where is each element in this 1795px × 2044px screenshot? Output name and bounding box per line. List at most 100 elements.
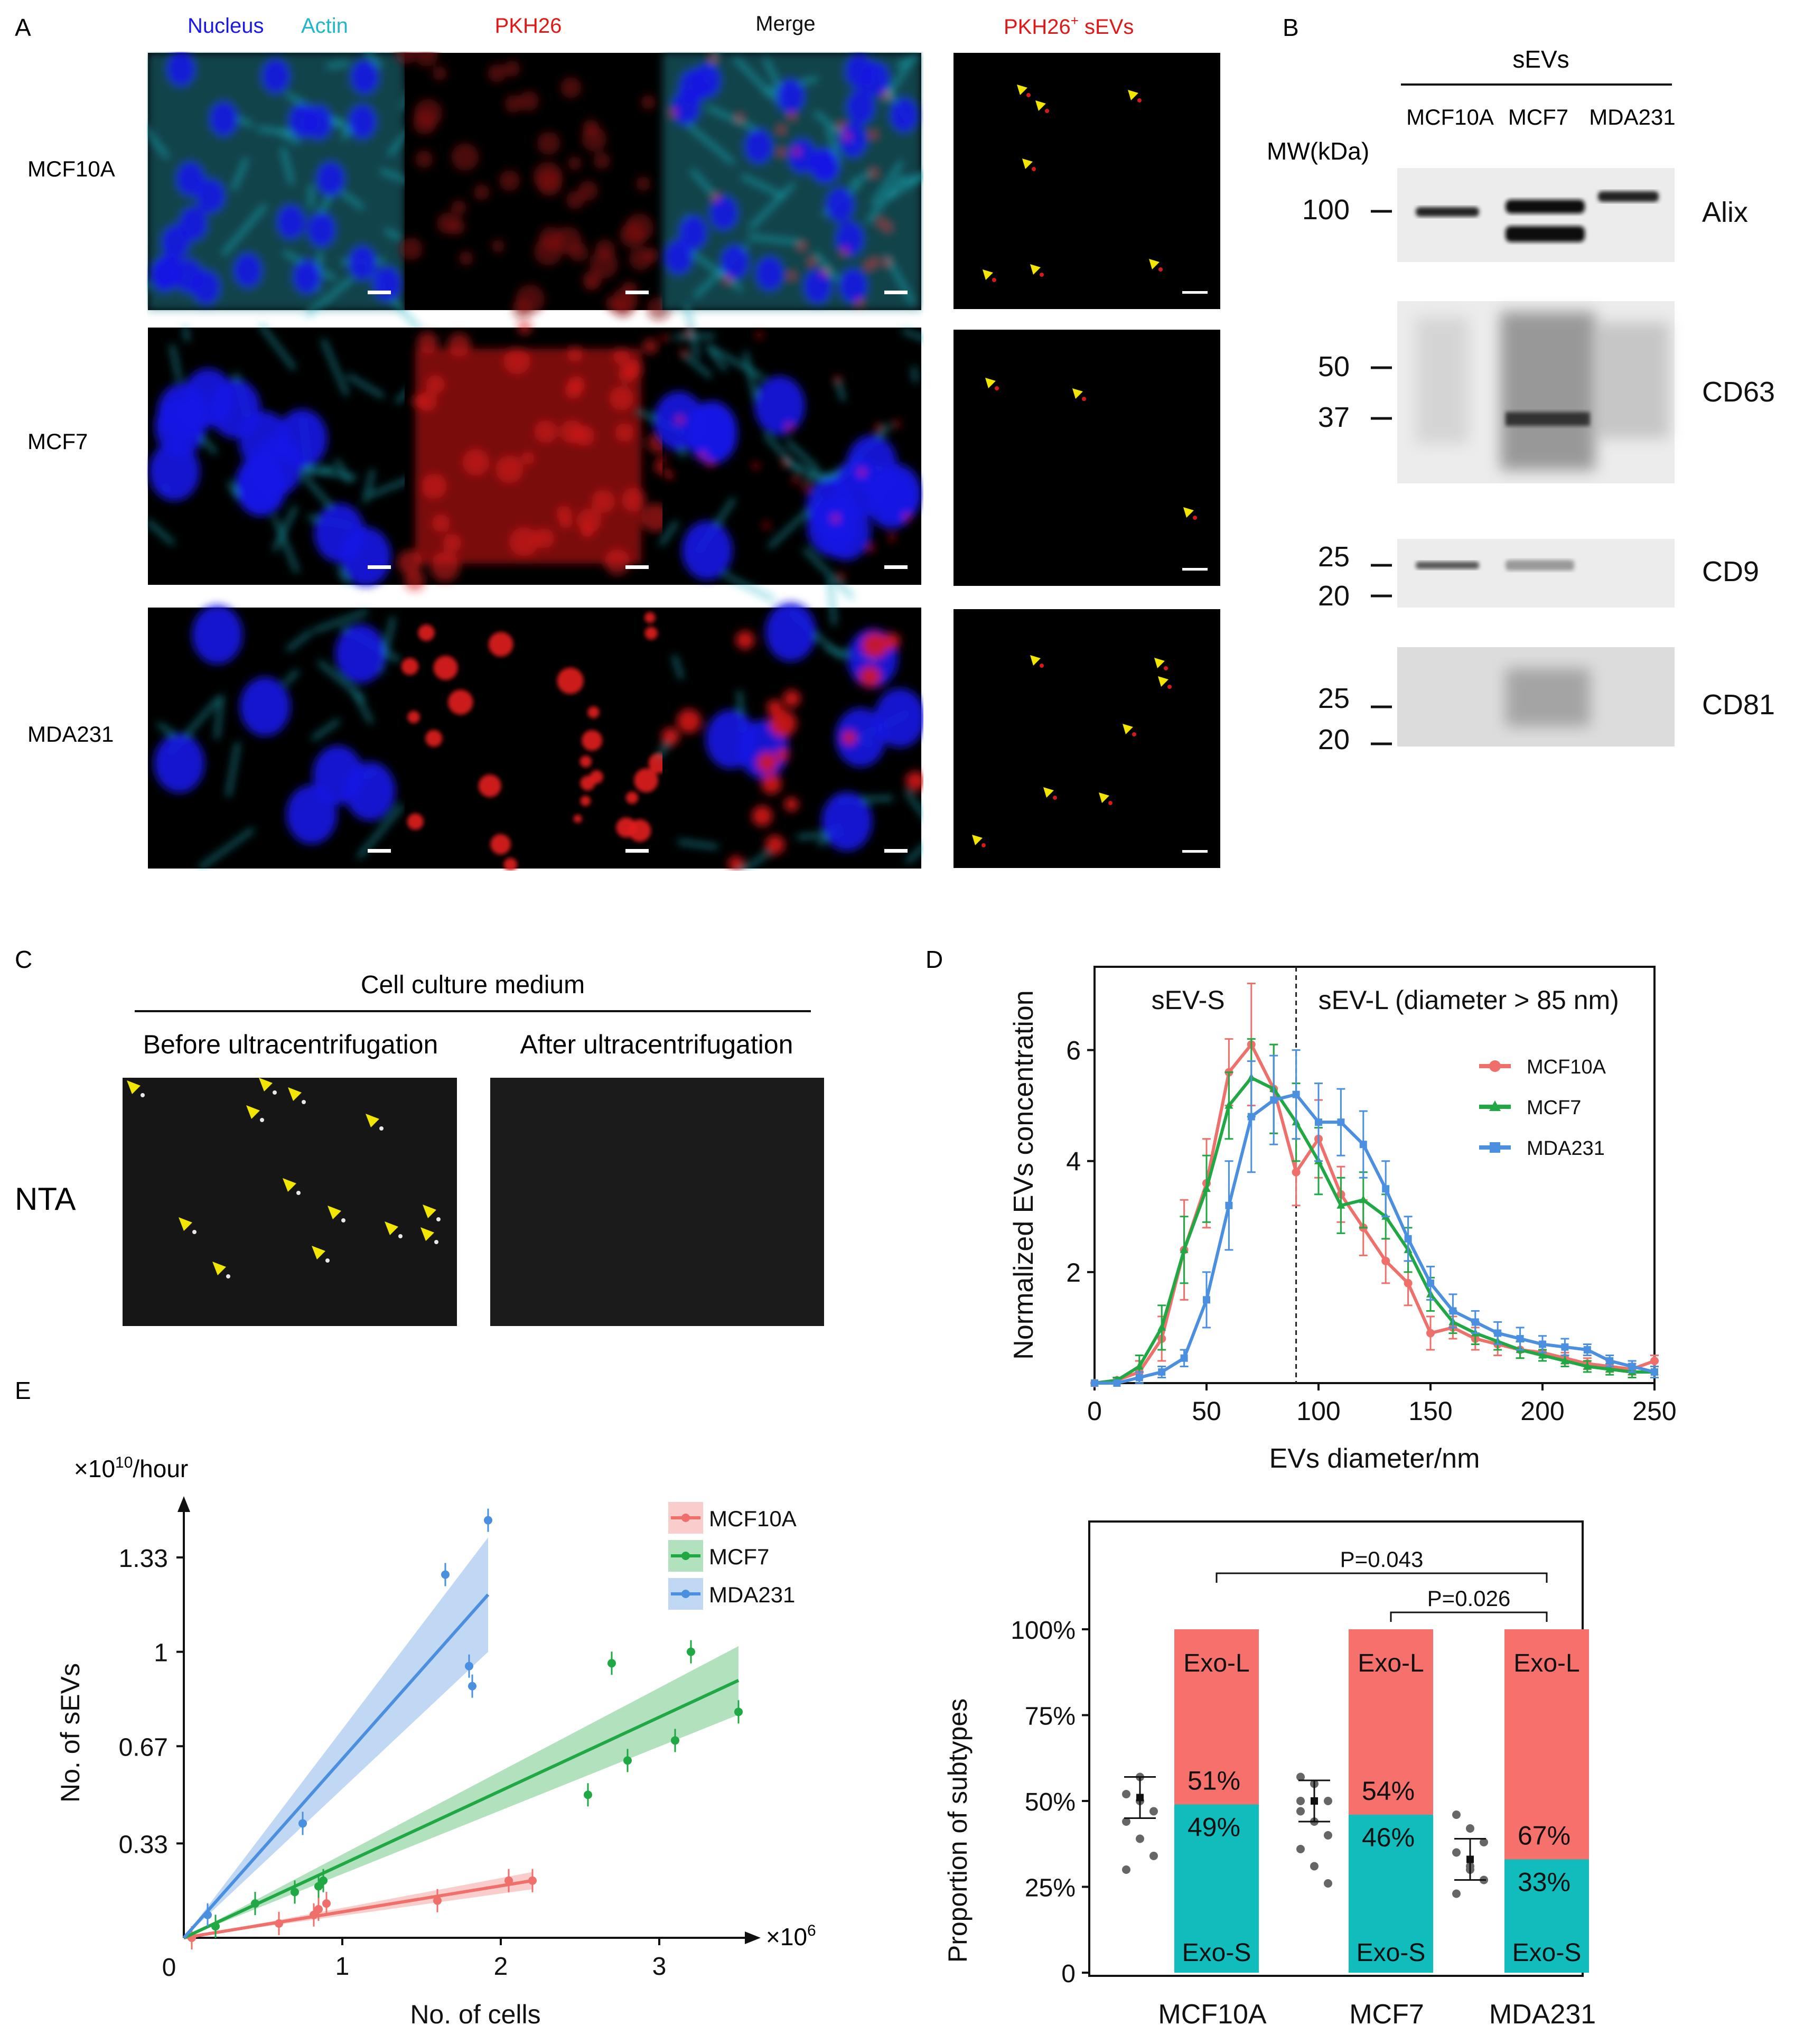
pkh26-spot — [560, 77, 582, 98]
nucleus-blob — [709, 195, 739, 231]
nucleus-blob — [838, 267, 868, 304]
nta-after-image — [490, 1078, 824, 1326]
data-point — [468, 1682, 476, 1691]
pkh26-spot — [565, 382, 582, 399]
sev-dot — [1164, 666, 1168, 670]
pkh26-spot — [396, 52, 416, 64]
nta-particle — [226, 1274, 230, 1278]
arrowhead-marker — [1158, 676, 1168, 687]
legend-label: MCF10A — [709, 1506, 797, 1531]
pkh26-spot — [612, 297, 633, 318]
data-point — [433, 1896, 442, 1905]
actin-fiber — [326, 61, 349, 69]
micrograph-content — [154, 605, 404, 870]
actin-fiber — [170, 344, 181, 380]
replicate-point — [1480, 1838, 1488, 1846]
arrowhead-marker — [983, 269, 993, 280]
arrowhead-marker — [972, 835, 983, 845]
pkh26-spot — [641, 95, 656, 110]
actin-fiber — [215, 695, 223, 739]
pkh26-spot — [503, 347, 530, 375]
merge-spot — [776, 748, 789, 761]
merge-spot — [709, 55, 716, 62]
pkh26-spot — [644, 627, 658, 640]
mw-marker-label: 25 — [1318, 683, 1350, 714]
arrowhead-marker — [423, 1205, 436, 1218]
scale-bar — [625, 565, 649, 569]
data-point — [1359, 1141, 1367, 1149]
pkh26-spot — [517, 320, 532, 335]
actin-fiber — [723, 573, 774, 601]
actin-fiber — [235, 115, 253, 127]
data-point — [1606, 1357, 1614, 1365]
x-tick-label: 150 — [1408, 1396, 1452, 1426]
header-pkh26: PKH26 — [495, 14, 562, 38]
actin-fiber — [684, 354, 712, 378]
nucleus-blob — [787, 138, 817, 174]
merge-spot — [783, 689, 801, 707]
merge-spot — [832, 515, 839, 522]
pkh26-spot — [407, 813, 424, 830]
pkh26-spot — [415, 52, 438, 67]
y-unit-label: ×1010/hour — [74, 1454, 188, 1482]
data-point — [1091, 1379, 1098, 1387]
nucleus-blob — [820, 501, 871, 561]
data-point — [1651, 1368, 1658, 1376]
data-point — [1539, 1340, 1546, 1348]
pkh26-spot — [642, 338, 659, 354]
nucleus-blob — [681, 520, 733, 580]
data-point — [465, 1662, 473, 1670]
chart-d-bottom: 0 25% 50% 75% 100% Proportion of subtypes Exo-… — [943, 1520, 1596, 2030]
data-point — [1203, 1296, 1210, 1304]
bar-segment-exo-s — [1174, 1804, 1259, 1973]
actin-fiber — [199, 827, 255, 870]
blot-band — [1416, 562, 1479, 569]
sev-dot — [1040, 273, 1044, 277]
actin-fiber — [813, 251, 840, 281]
nucleus-blob — [838, 122, 868, 158]
sev-dot — [981, 843, 986, 847]
merge-spot — [821, 269, 828, 276]
nucleus-blob — [720, 244, 750, 281]
merge-spot — [870, 131, 876, 138]
merge-spot — [834, 376, 841, 382]
data-point — [298, 1819, 307, 1828]
header-nucleus: Nucleus — [188, 14, 264, 38]
pkh26-spot — [537, 132, 560, 155]
nta-particle — [296, 1191, 301, 1195]
x-tick-label: 250 — [1632, 1396, 1676, 1426]
pkh26-spot — [397, 549, 423, 575]
mean-marker — [1136, 1794, 1144, 1802]
legend-marker — [681, 1590, 690, 1598]
merge-spot — [875, 424, 882, 431]
blot-protein-label: CD81 — [1702, 689, 1775, 721]
data-point — [1135, 1374, 1143, 1382]
merge-spot — [707, 461, 714, 468]
actin-fiber — [363, 469, 375, 503]
data-point — [504, 1876, 513, 1885]
merge-spot — [871, 258, 878, 265]
x-tick-label: 100 — [1296, 1396, 1340, 1426]
pkh26-spot — [432, 66, 447, 81]
arrowhead-marker — [385, 1221, 398, 1235]
nta-particle — [141, 1093, 145, 1097]
pkh26-spot — [414, 99, 443, 127]
nucleus-blob — [871, 464, 922, 524]
actin-fiber — [147, 129, 170, 159]
y-tick-label: 1.33 — [119, 1545, 168, 1573]
nta-before-image — [123, 1078, 457, 1326]
scale-bar — [884, 565, 908, 569]
merge-spot — [842, 731, 856, 745]
data-point — [1628, 1362, 1636, 1370]
actin-fiber — [278, 129, 300, 145]
mw-marker-label: 20 — [1318, 580, 1350, 612]
nucleus-blob — [276, 204, 306, 240]
x-tick-label: 3 — [652, 1953, 667, 1981]
replicate-point — [1452, 1810, 1461, 1819]
pkh26-spot — [516, 284, 545, 314]
merge-spot — [713, 194, 719, 201]
pkh26-spot — [629, 247, 652, 270]
pkh26-spot — [634, 768, 658, 792]
actin-fiber — [147, 285, 149, 291]
